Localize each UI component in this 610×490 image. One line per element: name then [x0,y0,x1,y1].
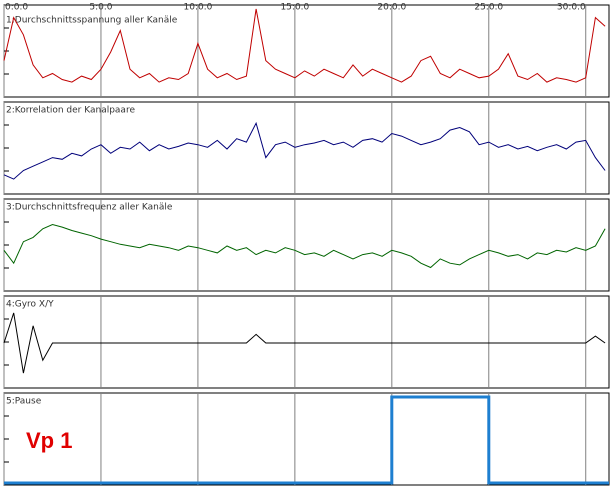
panel [3,4,610,98]
signal-line [3,121,606,180]
x-tick-label: 20:0.0 [377,3,406,13]
panel-label: 5:Pause [6,397,42,407]
x-tick-label: 25:0.0 [474,3,503,13]
signal-line [3,8,606,83]
signal-line [3,312,606,374]
annotation: Vp 1 [26,428,72,453]
x-tick-label: 0:0.0 [5,3,28,13]
panel-label: 2:Korrelation der Kanalpaare [6,106,135,116]
panel-label: 4:Gyro X/Y [6,300,54,310]
x-tick-label: 5:0.0 [89,3,112,13]
x-tick-label: 30:0.0 [557,3,586,13]
panel [3,295,610,389]
panel [3,392,610,486]
x-tick-label: 15:0.0 [280,3,309,13]
panel [3,198,610,292]
panel-label: 1:Durchschnittsspannung aller Kanäle [6,16,178,26]
x-tick-label: 10:0.0 [184,3,213,13]
signal-line [4,395,609,485]
signal-line [3,223,606,269]
panel-label: 3:Durchschnittsfrequenz aller Kanäle [6,203,173,213]
